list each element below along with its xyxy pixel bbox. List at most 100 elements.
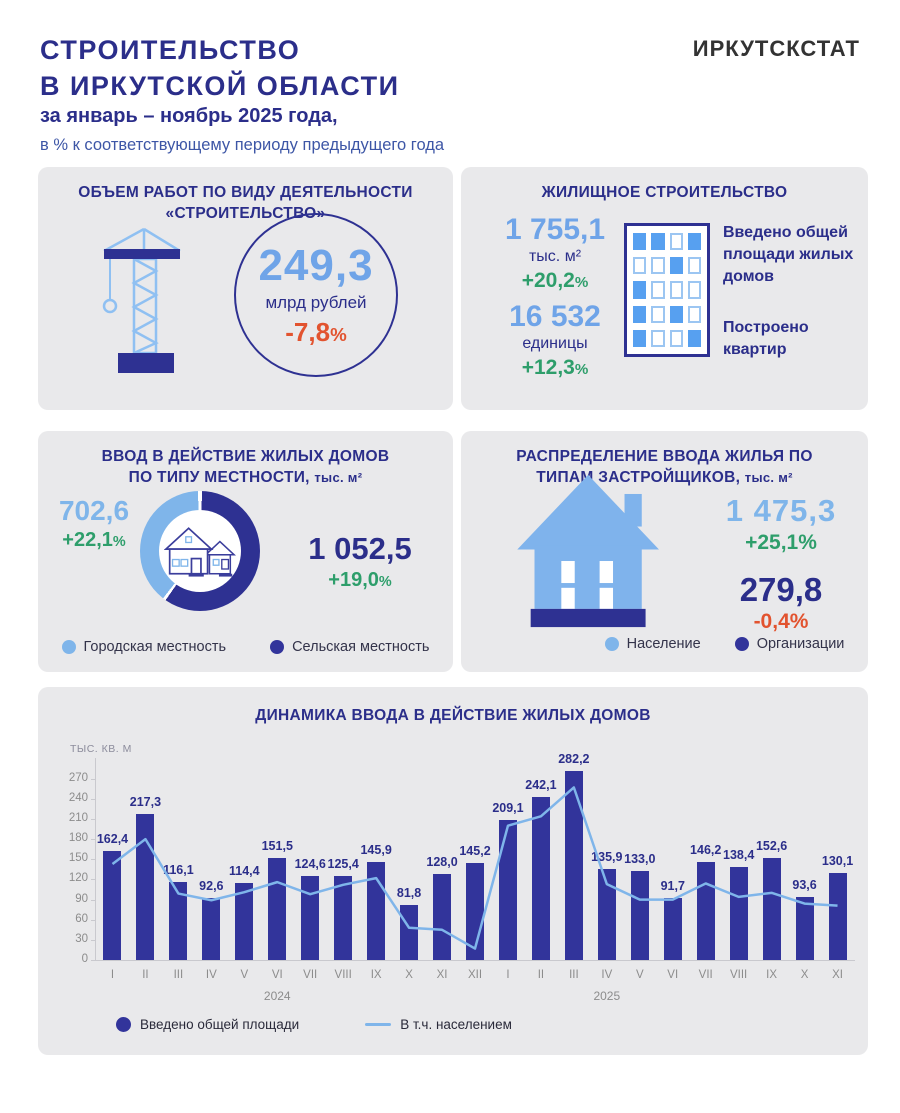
organizations-label: Организации (756, 636, 845, 652)
volume-title-line1: ОБЪЕМ РАБОТ ПО ВИДУ ДЕЯТЕЛЬНОСТИ (78, 184, 413, 201)
month-label: IV (205, 969, 217, 981)
locality-legend: Городская местность Сельская местность (38, 639, 453, 655)
population-value: 1 475,3 (725, 493, 837, 528)
area-label: Введено общей площади жилых домов (723, 224, 854, 285)
bar (433, 874, 452, 960)
bar-label: 130,1 (821, 853, 854, 868)
bar-label: 162,4 (96, 831, 129, 846)
rural-dot-icon (270, 640, 285, 654)
window-cell (687, 305, 701, 323)
legend-line: В т.ч. населением (365, 1017, 512, 1032)
bar (531, 797, 550, 960)
y-tick-mark (91, 798, 96, 800)
window-cell (633, 257, 647, 275)
rural-label: Сельская местность (292, 639, 430, 655)
bar-chart-plot: 0 30 60 90 120 150 180 210 240 270 162,4 I 217,3 II 11… (69, 752, 855, 1003)
chart-title: ДИНАМИКА ВВОДА В ДЕЙСТВИЕ ЖИЛЫХ ДОМОВ (255, 707, 651, 724)
apartments-unit: единицы (522, 335, 588, 352)
area-unit: тыс. м² (528, 248, 582, 265)
month-label: I (506, 969, 510, 981)
bar (795, 897, 814, 960)
month-label: VIII (334, 969, 352, 981)
house-icon (517, 474, 659, 628)
locality-title-line1: ВВОД В ДЕЙСТВИЕ ЖИЛЫХ ДОМОВ (101, 448, 390, 465)
month-label: X (405, 969, 413, 981)
y-tick-mark (91, 839, 96, 841)
y-tick-label: 150 (68, 852, 88, 865)
bar-label: 145,9 (360, 843, 392, 858)
bar-label: 151,5 (261, 839, 293, 854)
locality-title: ВВОД В ДЕЙСТВИЕ ЖИЛЫХ ДОМОВ ПО ТИПУ МЕСТ… (38, 446, 453, 488)
y-tick-label: 180 (68, 832, 88, 845)
bar (729, 867, 748, 960)
apartments-label: Построено квартир (723, 319, 809, 358)
page-title-line2: В ИРКУТСКОЙ ОБЛАСТИ (40, 71, 400, 101)
month-label: XII (467, 969, 483, 981)
month-label: XI (436, 969, 448, 981)
window-cell (633, 233, 647, 251)
y-tick-mark (91, 960, 96, 961)
bar (169, 882, 188, 960)
urban-stat: 702,6 +22,1% (46, 495, 142, 552)
bars-dot-icon (116, 1017, 131, 1032)
bar-label: 152,6 (755, 838, 788, 853)
line-legend-label: В т.ч. населением (400, 1017, 512, 1032)
window-cell (633, 329, 647, 347)
organizations-change: -0,4% (753, 610, 809, 633)
population-dot-icon (604, 637, 619, 651)
y-tick-mark (91, 939, 96, 941)
month-label: VIII (730, 969, 748, 981)
page-subtitle-note: в % к соответствующему периоду предыдуще… (40, 136, 445, 154)
month-label: II (142, 969, 149, 981)
window-cell (669, 257, 683, 275)
bar-label: 93,6 (792, 878, 817, 893)
bar (828, 872, 847, 960)
brand-logo: ИРКУТСКСТАТ (692, 36, 860, 61)
window-cell (633, 305, 647, 323)
month-label: VI (271, 969, 283, 981)
crane-icon (102, 227, 181, 373)
urban-value: 702,6 (58, 495, 130, 526)
y-tick-label: 30 (75, 932, 88, 945)
year-label: 2024 (263, 989, 291, 1003)
month-label: V (240, 969, 249, 981)
bar (235, 883, 254, 960)
bar (762, 857, 781, 960)
window-cell (669, 281, 683, 299)
legend-bars: Введено общей площади (116, 1017, 299, 1032)
bar (367, 862, 386, 960)
legend-urban: Городская местность (61, 639, 227, 655)
bar (696, 861, 715, 960)
bar-label: 242,1 (525, 778, 557, 793)
legend-organizations: Организации (734, 636, 845, 652)
bar (400, 905, 419, 960)
bar (663, 898, 682, 960)
population-change: +25,1% (745, 531, 817, 554)
y-tick-label: 120 (68, 872, 88, 885)
month-label: V (635, 969, 644, 981)
y-tick-label: 60 (75, 912, 88, 925)
window-cell (651, 281, 665, 299)
month-label: III (173, 969, 184, 981)
volume-change: -7,8% (285, 317, 347, 347)
locality-title-line2: ПО ТИПУ МЕСТНОСТИ, (128, 469, 310, 486)
bar-label: 209,1 (492, 800, 524, 815)
bar-label: 91,7 (660, 879, 685, 894)
window-cell (687, 329, 701, 347)
bar-label: 217,3 (129, 795, 162, 810)
y-tick-mark (91, 778, 96, 780)
window-cell (651, 233, 665, 251)
volume-value: 249,3 (258, 241, 374, 290)
y-tick-mark (91, 879, 96, 881)
bar (334, 875, 353, 960)
legend-population: Население (604, 636, 701, 652)
housing-title: ЖИЛИЩНОЕ СТРОИТЕЛЬСТВО (541, 184, 788, 201)
locality-title-unit: тыс. м² (314, 470, 363, 485)
y-tick-mark (91, 859, 96, 861)
y-tick-label: 90 (75, 892, 88, 905)
bar-label: 81,8 (396, 886, 422, 901)
bars-legend-label: Введено общей площади (140, 1017, 300, 1032)
urban-label: Городская местность (83, 639, 227, 655)
window-cell (687, 233, 701, 251)
